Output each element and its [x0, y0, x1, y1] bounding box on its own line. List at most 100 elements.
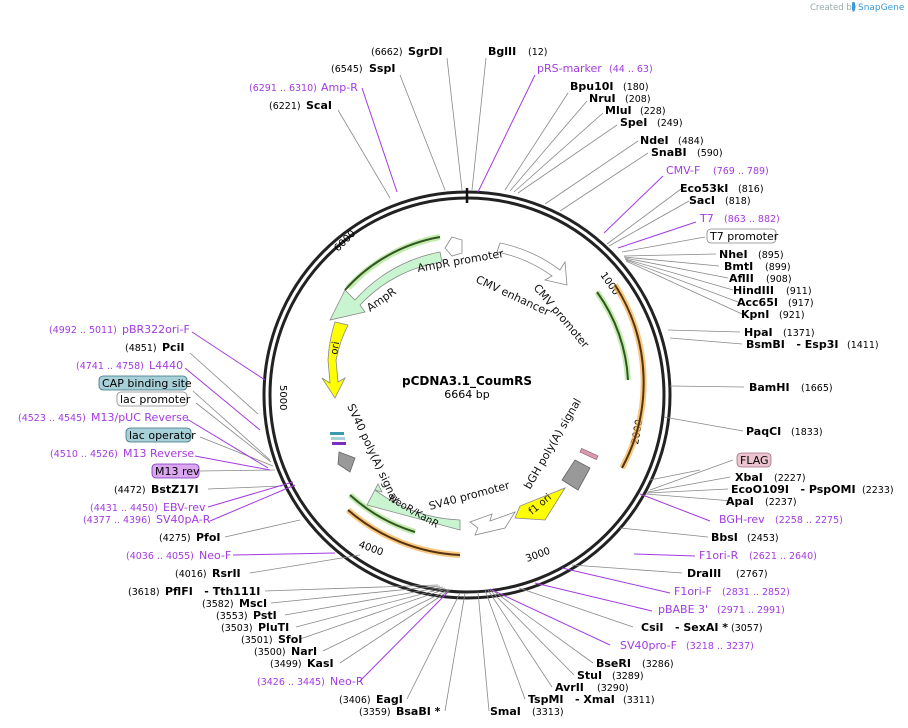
enzyme-bsmbi-esp3i[interactable]: BsmBI - Esp3I — [746, 338, 838, 351]
primer-f1ori-f[interactable]: F1ori-F — [674, 585, 712, 598]
primer-bgh-rev[interactable]: BGH-rev — [719, 513, 765, 526]
enzyme-scai[interactable]: ScaI — [306, 99, 332, 112]
enzyme-pos-bstz17i: (4472) — [114, 485, 146, 496]
feature-flag[interactable]: FLAG — [740, 454, 769, 467]
enzyme-ndei[interactable]: NdeI — [640, 134, 669, 147]
enzyme-bsabi[interactable]: BsaBI * — [396, 705, 441, 718]
bgh-polya-feature[interactable] — [561, 459, 591, 491]
enzyme-pos-tspmi: (3311) — [623, 695, 655, 706]
primer-sv40pa-r[interactable]: SV40pA-R — [156, 513, 211, 526]
feature-m13-rev[interactable]: M13 rev — [155, 465, 200, 478]
feature-cap-binding-site[interactable]: CAP binding site — [102, 377, 192, 390]
feature-t7-promoter[interactable]: T7 promoter — [709, 230, 779, 243]
primer-ebv-rev[interactable]: EBV-rev — [163, 501, 206, 514]
enzyme-avrii[interactable]: AvrII — [555, 681, 584, 694]
primer-f1ori-r[interactable]: F1ori-R — [699, 549, 739, 562]
primer-pbr322ori-f[interactable]: pBR322ori-F — [122, 323, 190, 336]
enzyme-pos-ndei: (484) — [678, 136, 704, 147]
enzyme-hpai[interactable]: HpaI — [744, 326, 773, 339]
enzyme-mlui[interactable]: MluI — [605, 104, 632, 117]
enzyme-apai[interactable]: ApaI — [726, 495, 754, 508]
enzyme-eagi[interactable]: EagI — [376, 693, 403, 706]
primer-sv40pro-f[interactable]: SV40pro-F — [620, 639, 677, 652]
enzyme-bmti[interactable]: BmtI — [724, 260, 753, 273]
enzyme-paqci[interactable]: PaqCI — [746, 425, 781, 438]
neor-kanr-feature[interactable] — [366, 483, 461, 531]
primer-pos-pbr322ori-f: (4992 .. 5011) — [49, 325, 117, 336]
enzyme-pflfi-tth111i[interactable]: PflFI - Tth111I — [165, 585, 260, 598]
enzyme-bpu10i[interactable]: Bpu10I — [570, 80, 614, 93]
enzyme-rsrii[interactable]: RsrII — [212, 567, 241, 580]
primer-cmv-f[interactable]: CMV-F — [666, 164, 700, 177]
primer-t7[interactable]: T7 — [699, 212, 714, 225]
primer-m13-puc-reverse[interactable]: M13/pUC Reverse — [91, 411, 189, 424]
primer-pos-pbabe3: (2971 .. 2991) — [717, 605, 785, 616]
enzyme-msci[interactable]: MscI — [239, 597, 267, 610]
enzyme-pos-kpni: (921) — [779, 310, 805, 321]
enzyme-pcii[interactable]: PciI — [162, 341, 184, 354]
primer-l4440[interactable]: L4440 — [149, 359, 183, 372]
enzyme-pos-xbai: (2227) — [774, 473, 806, 484]
enzyme-pos-csii: (3057) — [731, 623, 763, 634]
enzyme-saci[interactable]: SacI — [689, 194, 715, 207]
primer-m13-reverse[interactable]: M13 Reverse — [123, 447, 194, 460]
primer-amp-r[interactable]: Amp-R — [321, 81, 358, 94]
ampr-promoter-feature[interactable] — [444, 236, 463, 257]
enzyme-pfoi[interactable]: PfoI — [196, 531, 221, 544]
enzyme-tspmi-xmai[interactable]: TspMI - XmaI — [528, 693, 615, 706]
enzyme-smai[interactable]: SmaI — [490, 705, 521, 718]
enzyme-ecoo109i-pspomi[interactable]: EcoO109I - PspOMI — [731, 483, 856, 496]
ori-feature[interactable] — [321, 321, 349, 399]
enzyme-sgrdi[interactable]: SgrDI — [408, 45, 442, 58]
enzyme-bstz17i[interactable]: BstZ17I — [151, 483, 199, 496]
enzyme-bbsi[interactable]: BbsI — [711, 531, 738, 544]
primer-pos-cmv-f: (769 .. 789) — [713, 166, 769, 177]
enzyme-draiii[interactable]: DraIII — [687, 567, 721, 580]
primer-prs-marker[interactable]: pRS-marker — [537, 62, 602, 75]
enzyme-csii-sexai[interactable]: CsiI - SexAI * — [641, 621, 728, 634]
enzyme-hindiii[interactable]: HindIII — [733, 284, 774, 297]
feature-lac-promoter[interactable]: lac promoter — [120, 393, 191, 406]
enzyme-aflii[interactable]: AflII — [729, 272, 754, 285]
primer-neo-f[interactable]: Neo-F — [199, 549, 231, 562]
enzyme-nari[interactable]: NarI — [291, 645, 317, 658]
enzyme-psti[interactable]: PstI — [253, 609, 277, 622]
enzyme-bglii[interactable]: BglII — [488, 45, 516, 58]
ampr-feature[interactable] — [329, 251, 443, 321]
enzyme-acc65i[interactable]: Acc65I — [737, 296, 778, 309]
watermark-created-by: Created by — [810, 3, 857, 13]
enzyme-pos-apai: (2237) — [765, 497, 797, 508]
feature-lac-operator[interactable]: lac operator — [129, 429, 196, 442]
enzyme-pos-bamhi: (1665) — [801, 383, 833, 394]
enzyme-stui[interactable]: StuI — [577, 669, 602, 682]
enzyme-xbai[interactable]: XbaI — [735, 471, 763, 484]
enzyme-pos-avrii: (3290) — [597, 683, 629, 694]
f1-ori-feature[interactable] — [514, 487, 566, 521]
enzyme-spei[interactable]: SpeI — [620, 116, 647, 129]
enzyme-nrui[interactable]: NruI — [589, 92, 616, 105]
primer-pbabe3[interactable]: pBABE 3' — [658, 603, 708, 616]
enzyme-kpni[interactable]: KpnI — [741, 308, 769, 321]
enzyme-sfoi[interactable]: SfoI — [278, 633, 302, 646]
enzyme-sspi[interactable]: SspI — [369, 62, 395, 75]
watermark-brand: SnapGene — [858, 3, 905, 13]
enzyme-snabi[interactable]: SnaBI — [651, 146, 687, 159]
enzyme-pos-nhei: (895) — [758, 250, 784, 261]
enzyme-pos-acc65i: (917) — [788, 298, 814, 309]
enzyme-pos-mlui: (228) — [640, 106, 666, 117]
enzyme-leader-lines — [189, 57, 745, 712]
enzyme-pluti[interactable]: PluTI — [258, 621, 289, 634]
enzyme-bamhi[interactable]: BamHI — [749, 381, 790, 394]
enzyme-pos-msci: (3582) — [202, 599, 234, 610]
enzyme-kasi[interactable]: KasI — [307, 657, 334, 670]
primer-neo-r[interactable]: Neo-R — [330, 675, 364, 688]
sv40-polya-feature[interactable] — [337, 451, 356, 473]
enzyme-bseri[interactable]: BseRI — [596, 657, 631, 670]
enzyme-nhei[interactable]: NheI — [719, 248, 748, 261]
enzyme-pos-eagi: (3406) — [339, 695, 371, 706]
cmv-feature[interactable] — [496, 242, 568, 286]
sv40-promoter-feature[interactable] — [469, 511, 516, 536]
enzyme-eco53ki[interactable]: Eco53kI — [680, 182, 728, 195]
enzyme-pos-snabi: (590) — [697, 148, 723, 159]
